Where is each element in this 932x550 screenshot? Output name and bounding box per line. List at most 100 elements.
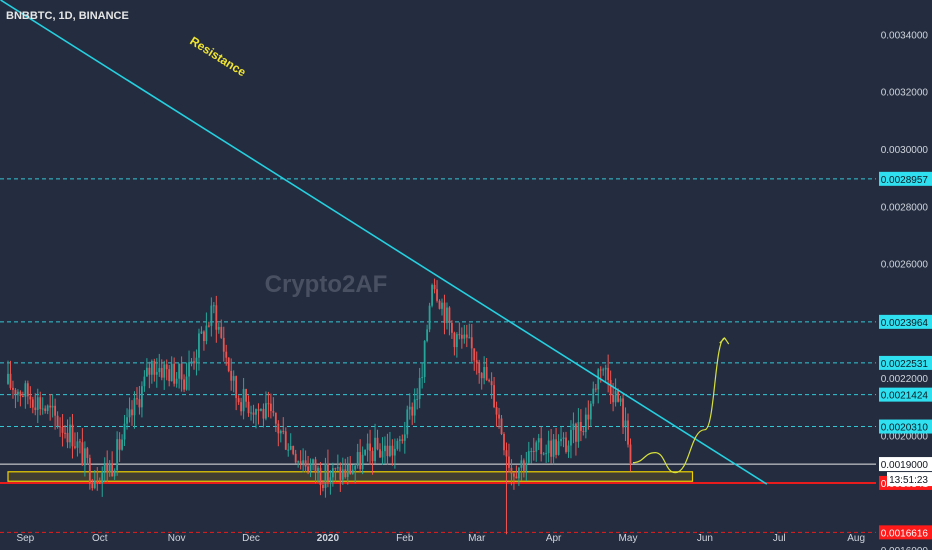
level-label-5: 0.0019000 <box>881 460 929 471</box>
candle-body <box>160 368 163 378</box>
level-label-0: 0.0028957 <box>881 175 929 186</box>
candle-body <box>416 399 419 401</box>
candle-body <box>426 329 429 341</box>
candle-body <box>570 429 572 446</box>
candle-body <box>138 399 141 408</box>
level-label-box <box>879 355 932 370</box>
candle-body <box>9 373 12 388</box>
time-tick-label: Oct <box>92 533 108 544</box>
candle-body <box>515 476 518 479</box>
level-label-box <box>879 387 932 402</box>
candle-body <box>478 362 481 374</box>
candle-body <box>235 376 238 399</box>
candle-body <box>617 390 619 402</box>
candle-body <box>136 398 138 400</box>
candle-body <box>299 461 302 464</box>
candle-body <box>56 415 59 427</box>
candle-body <box>292 446 295 454</box>
candle-body <box>346 464 349 477</box>
candle-body <box>359 452 362 470</box>
candle-body <box>294 453 297 463</box>
candle-body <box>508 456 510 468</box>
candle-body <box>190 361 193 363</box>
candle-body <box>555 439 557 455</box>
time-tick-label: Feb <box>396 533 414 544</box>
time-tick-label: Jul <box>773 533 786 544</box>
candle-body <box>438 300 441 309</box>
resistance-label: Resistance <box>187 34 248 80</box>
candle-body <box>505 450 508 457</box>
price-axis[interactable]: 0.0034000 0.0032000 0.0030000 0.0028000 0.00… <box>876 0 932 550</box>
candle-body <box>614 390 617 403</box>
candle-body <box>485 366 488 381</box>
level-label-box <box>879 525 932 540</box>
candle-body <box>312 459 314 464</box>
candle-body <box>398 439 401 441</box>
candle-body <box>245 388 247 402</box>
candle-body <box>126 417 128 424</box>
candle-body <box>418 377 421 400</box>
candle-body <box>183 379 185 390</box>
candle-body <box>349 464 352 475</box>
level-label-box <box>879 314 932 329</box>
candle-body <box>217 326 220 330</box>
candle-body <box>153 360 156 375</box>
candle-body <box>252 412 255 415</box>
candle-body <box>406 409 409 435</box>
candle-body <box>279 430 282 434</box>
candle-body <box>423 340 426 377</box>
candle-body <box>550 440 553 457</box>
candle-body <box>49 405 52 408</box>
projection-path <box>632 337 726 474</box>
candle-body <box>500 418 503 435</box>
candle-body <box>408 406 411 410</box>
candle-body <box>351 469 354 475</box>
candle-body <box>503 434 505 451</box>
candle-body <box>587 414 590 420</box>
candlesticks <box>7 278 632 535</box>
candle-body <box>589 403 592 420</box>
candle-body <box>227 357 230 371</box>
candle-body <box>393 448 396 456</box>
candle-body <box>334 468 337 470</box>
price-tick-label: 0.0028000 <box>881 202 929 213</box>
candle-body <box>19 391 22 397</box>
candle-body <box>537 438 540 443</box>
time-axis[interactable]: Sep Oct Nov Dec 2020 Feb Mar Apr May Jun Jul Aug <box>16 533 865 544</box>
candle-body <box>212 305 215 307</box>
candle-body <box>433 284 436 290</box>
candle-body <box>113 470 116 477</box>
candle-body <box>106 463 109 473</box>
candle-body <box>240 402 243 412</box>
candle-body <box>604 367 607 370</box>
candle-body <box>93 480 96 489</box>
candle-body <box>200 331 203 334</box>
candle-body <box>493 385 495 408</box>
candle-body <box>411 406 414 416</box>
level-label-3: 0.0021424 <box>881 391 929 402</box>
candle-body <box>594 388 597 390</box>
candle-body <box>165 364 168 370</box>
candle-body <box>542 453 545 455</box>
candle-body <box>451 323 453 333</box>
candle-body <box>302 460 305 464</box>
candle-body <box>582 430 585 433</box>
candle-body <box>168 369 171 382</box>
candle-body <box>530 451 533 453</box>
candle-body <box>188 362 190 377</box>
candle-body <box>51 405 54 408</box>
candle-body <box>79 441 81 443</box>
candle-body <box>205 325 208 342</box>
candle-body <box>103 463 106 472</box>
candle-body <box>565 437 567 452</box>
candle-body <box>287 449 290 451</box>
time-tick-label: Apr <box>546 533 562 544</box>
candle-body <box>71 424 74 447</box>
price-tick-label: 0.0020000 <box>881 431 929 442</box>
candle-body <box>547 440 550 454</box>
candle-body <box>490 381 493 386</box>
candle-body <box>26 383 29 397</box>
level-label-2: 0.0022531 <box>881 359 929 370</box>
candle-body <box>74 446 76 448</box>
